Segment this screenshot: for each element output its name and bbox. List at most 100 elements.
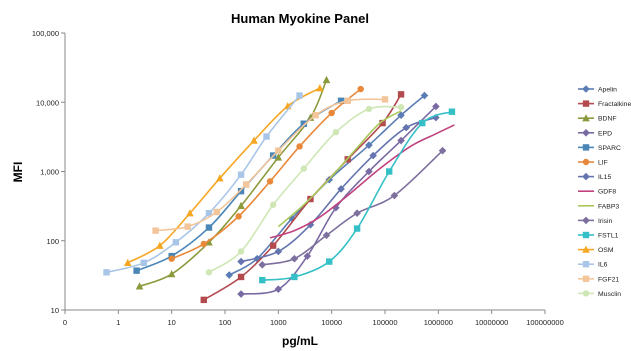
legend-entry-gdf8: GDF8 [578, 189, 616, 196]
series-fgf21 [152, 96, 389, 234]
series-line-fabp3 [277, 110, 402, 228]
data-point-fstl1 [386, 168, 393, 175]
data-point-il6 [172, 239, 180, 246]
y-tick-label: 100 [46, 237, 59, 246]
data-point-musclin [365, 105, 373, 113]
data-point-lif [296, 143, 303, 150]
legend-entry-irisin: Irisin [578, 216, 613, 225]
data-point-apelin [225, 271, 234, 279]
legend: Apelin Fractalkine BDNF EPD SPARC LIF IL15 GDF8… [578, 85, 631, 298]
chart-title: Human Myokine Panel [231, 11, 369, 26]
series-il6 [103, 92, 303, 276]
legend-swatch-marker [582, 216, 590, 225]
legend-swatch-marker [582, 144, 590, 151]
legend-label: OSM [598, 247, 614, 254]
data-point-osm [316, 84, 324, 92]
data-point-fstl1 [353, 225, 361, 232]
y-tick-label: 10,000 [36, 98, 59, 107]
data-point-il15 [237, 257, 245, 266]
data-point-fgf21 [275, 147, 282, 154]
legend-swatch-marker [582, 158, 590, 166]
data-point-fstl1 [326, 258, 333, 265]
data-point-il6 [205, 209, 213, 217]
data-point-irisin [322, 231, 331, 240]
y-tick-label: 100,000 [32, 29, 59, 38]
series-musclin [205, 103, 405, 276]
data-point-fstl1 [291, 273, 298, 281]
data-point-irisin [438, 146, 447, 155]
data-point-il15 [337, 185, 345, 193]
data-point-bdnf [306, 113, 315, 121]
data-point-sparc [133, 267, 140, 274]
plot-area [103, 75, 456, 304]
data-point-irisin [258, 260, 267, 269]
data-point-sparc [337, 97, 345, 104]
legend-label: LIF [598, 160, 608, 167]
legend-label: FGF21 [598, 276, 619, 283]
data-point-fstl1 [448, 108, 456, 115]
legend-label: SPARC [598, 145, 621, 152]
data-point-musclin [269, 201, 277, 209]
x-tick-label: 100000000 [526, 318, 564, 327]
legend-entry-sparc: SPARC [578, 144, 621, 152]
data-point-lif [235, 213, 242, 220]
data-point-bdnf [274, 153, 283, 161]
data-point-il6 [237, 171, 245, 178]
data-point-irisin [353, 209, 361, 217]
data-point-epd [274, 285, 283, 293]
data-point-musclin [237, 248, 245, 255]
series-fabp3 [277, 110, 402, 228]
legend-label: BDNF [598, 116, 617, 123]
legend-entry-apelin: Apelin [578, 85, 617, 94]
legend-swatch-marker [582, 290, 590, 297]
legend-label: IL6 [598, 262, 608, 269]
data-point-musclin [205, 269, 213, 276]
legend-swatch-marker [582, 85, 590, 93]
legend-label: FSTL1 [598, 233, 619, 240]
data-point-fstl1 [259, 276, 266, 284]
legend-entry-bdnf: BDNF [578, 114, 617, 123]
x-tick-label: 100 [219, 318, 232, 327]
y-tick-label: 1,000 [40, 168, 59, 177]
legend-swatch-marker [582, 114, 590, 122]
legend-swatch-marker [582, 275, 590, 282]
x-tick-label: 10000 [321, 318, 342, 327]
data-point-fractalkine [397, 91, 405, 98]
legend-entry-il6: IL6 [578, 261, 608, 269]
data-point-bdnf [135, 282, 144, 290]
data-point-fgf21 [312, 112, 319, 119]
data-point-epd [397, 136, 405, 145]
series-line-irisin [262, 150, 444, 266]
x-tick-label: 1 [116, 318, 120, 327]
data-point-osm [216, 174, 224, 182]
data-point-musclin [397, 103, 405, 111]
data-point-osm [156, 241, 164, 249]
data-point-musclin [332, 128, 340, 136]
legend-swatch-marker [582, 261, 590, 268]
x-tick-label: 0 [63, 318, 67, 327]
data-point-il15 [274, 247, 283, 256]
data-point-musclin [300, 165, 307, 172]
legend-swatch-marker [582, 100, 590, 107]
data-point-bdnf [237, 201, 245, 209]
legend-swatch-marker [582, 231, 590, 239]
data-point-epd [237, 290, 245, 298]
x-tick-label: 100000 [372, 318, 397, 327]
data-point-osm [250, 136, 258, 144]
legend-label: Apelin [598, 87, 617, 94]
x-axis-label: pg/mL [282, 334, 318, 348]
data-point-lif [168, 255, 175, 262]
data-point-il6 [296, 92, 303, 99]
data-point-fgf21 [184, 223, 191, 230]
data-point-il6 [140, 259, 147, 267]
data-point-il6 [263, 133, 270, 140]
data-point-epd [432, 102, 440, 111]
legend-entry-musclin: Musclin [578, 290, 621, 298]
data-point-irisin [390, 191, 399, 200]
series-line-apelin [228, 94, 426, 276]
data-point-il15 [402, 123, 411, 132]
series-lif [168, 85, 364, 262]
data-point-fgf21 [344, 97, 351, 104]
legend-swatch-marker [582, 172, 590, 181]
